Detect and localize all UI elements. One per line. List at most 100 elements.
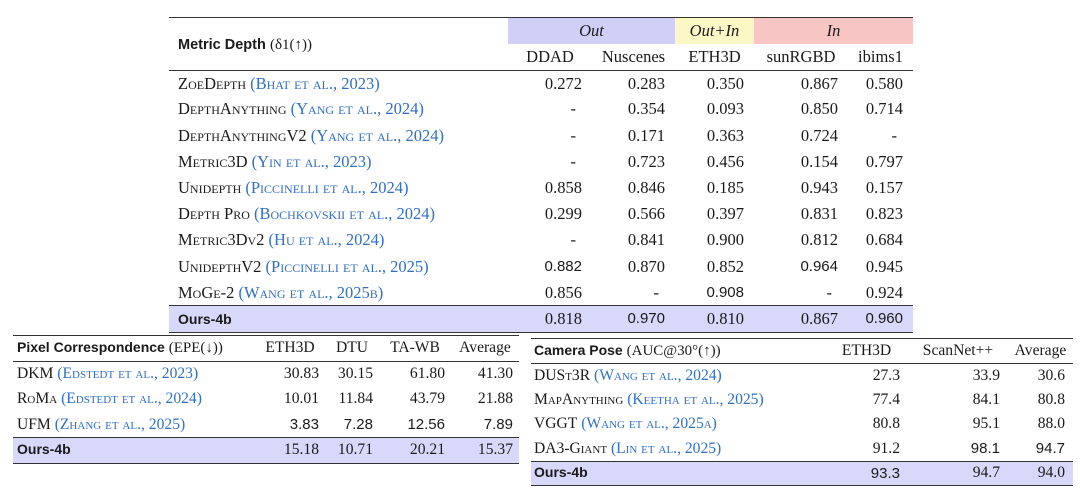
pixel-correspondence-table: Pixel Correspondence (EPE(↓)) ETH3D DTU … xyxy=(13,335,519,464)
camera-citation-link[interactable]: (Lin et al., 2025) xyxy=(610,439,722,457)
camera-method-name: DUSt3R xyxy=(534,366,591,384)
depth-value-cell: 0.852 xyxy=(706,256,744,276)
depth-method-cell: DepthAnything (Yang et al., 2024) xyxy=(169,96,508,122)
depth-value-cell: 0.797 xyxy=(865,151,903,171)
camera-value-cell: 98.1 xyxy=(970,440,1000,457)
depth-value-cell: 0.397 xyxy=(706,204,744,224)
depth-citation-link[interactable]: (Piccinelli et al., 2025) xyxy=(265,256,429,276)
depth-citation-link[interactable]: (Yang et al., 2024) xyxy=(290,99,424,119)
depth-value-cell: 0.272 xyxy=(544,73,582,93)
depth-method-cell: ZoeDepth (Bhat et al., 2023) xyxy=(169,70,508,96)
depth-value-cell: 0.299 xyxy=(544,204,582,224)
depth-value-cell: - xyxy=(570,151,577,171)
pixel-method-name: DKM xyxy=(17,365,54,382)
camera-value-cell: 94.7 xyxy=(1035,440,1065,457)
camera-value-cell: 30.6 xyxy=(1037,366,1065,384)
depth-citation-link[interactable]: (Hu et al., 2024) xyxy=(268,230,385,250)
pixel-col-dtu: DTU xyxy=(325,335,379,362)
camera-citation-link[interactable]: (Wang et al., 2024) xyxy=(594,366,722,384)
depth-value-cell: 0.171 xyxy=(627,125,665,145)
depth-value-cell: 0.093 xyxy=(706,99,744,119)
pixel-value-cell: 43.79 xyxy=(409,390,445,408)
depth-row: DepthAnything (Yang et al., 2024) - 0.354 0… xyxy=(169,96,913,122)
depth-row: Metric3Dv2 (Hu et al., 2024) - 0.841 0.900 0… xyxy=(169,227,913,253)
camera-value-cell: 91.2 xyxy=(872,439,900,457)
pixel-value-cell: 3.83 xyxy=(289,416,319,433)
depth-row: Metric3D (Yin et al., 2023) - 0.723 0.456 0.… xyxy=(169,149,913,175)
pixel-method-cell: Ours-4b xyxy=(13,437,255,464)
pixel-value-cell: 11.84 xyxy=(338,390,373,408)
depth-value-cell: 0.964 xyxy=(800,258,838,276)
camera-value-cell: 88.0 xyxy=(1037,415,1065,433)
pixel-method-name: UFM xyxy=(17,415,51,433)
depth-value-cell: 0.867 xyxy=(754,305,848,333)
pixel-citation-link[interactable]: (Edstedt et al., 2023) xyxy=(57,365,199,382)
depth-value-cell: 0.580 xyxy=(865,73,903,93)
camera-value-cell: 95.1 xyxy=(972,415,1000,433)
depth-method-cell: Ours-4b xyxy=(169,305,508,333)
camera-method-cell: MapAnything (Keetha et al., 2025) xyxy=(531,388,825,413)
depth-value-cell: 0.831 xyxy=(800,204,838,224)
camera-citation-link[interactable]: (Keetha et al., 2025) xyxy=(627,390,764,408)
pixel-value-cell: 15.18 xyxy=(255,437,325,464)
depth-row: UnidepthV2 (Piccinelli et al., 2025) 0.88… xyxy=(169,254,913,280)
depth-value-cell: 0.185 xyxy=(706,178,744,198)
depth-value-cell: 0.363 xyxy=(706,125,744,145)
depth-value-cell: - xyxy=(570,125,577,145)
metric-depth-metric: (δ1(↑)) xyxy=(269,36,313,53)
col-nuscenes: Nuscenes xyxy=(592,44,675,71)
depth-value-cell: 0.818 xyxy=(508,305,592,333)
depth-citation-link[interactable]: (Wang et al., 2025b) xyxy=(238,282,384,302)
depth-value-cell: 0.945 xyxy=(865,256,903,276)
pixel-method-cell: UFM (Zhang et al., 2025) xyxy=(13,412,255,438)
depth-citation-link[interactable]: (Piccinelli et al., 2024) xyxy=(245,178,409,198)
depth-value-cell: 0.812 xyxy=(800,230,838,250)
depth-method-name: Metric3Dv2 xyxy=(178,230,265,250)
camera-header-row: Camera Pose (AUC@30°(↑)) ETH3D ScanNet++… xyxy=(531,338,1073,364)
depth-value-cell: 0.154 xyxy=(800,151,838,171)
depth-row: MoGe-2 (Wang et al., 2025b) 0.856 - 0.908 - 0… xyxy=(169,280,913,306)
depth-value-cell: 0.970 xyxy=(592,305,675,333)
depth-row: Depth Pro (Bochkovskii et al., 2024) 0.29… xyxy=(169,201,913,227)
pixel-method-cell: DKM (Edstedt et al., 2023) xyxy=(13,361,255,387)
group-in: In xyxy=(754,17,913,44)
camera-method-cell: Ours-4b xyxy=(531,460,825,486)
col-sunrgbd: sunRGBD xyxy=(754,44,848,71)
camera-method-cell: DUSt3R (Wang et al., 2024) xyxy=(531,363,825,388)
depth-value-cell: 0.867 xyxy=(800,73,838,93)
pixel-metric: (EPE(↓)) xyxy=(168,340,223,357)
camera-method-cell: DA3-Giant (Lin et al., 2025) xyxy=(531,437,825,462)
depth-value-cell: 0.870 xyxy=(627,256,665,276)
pixel-value-cell: 61.80 xyxy=(409,365,445,382)
depth-method-name: DepthAnythingV2 xyxy=(178,125,307,145)
camera-row: DUSt3R (Wang et al., 2024) 27.3 33.9 30.6 xyxy=(531,363,1073,388)
pixel-value-cell: 20.21 xyxy=(379,437,451,464)
camera-row: VGGT (Wang et al., 2025a) 80.8 95.1 88.0 xyxy=(531,412,1073,437)
pixel-citation-link[interactable]: (Zhang et al., 2025) xyxy=(54,415,186,433)
depth-method-cell: Metric3Dv2 (Hu et al., 2024) xyxy=(169,227,508,253)
depth-citation-link[interactable]: (Yin et al., 2023) xyxy=(251,151,372,171)
depth-method-name: Metric3D xyxy=(178,151,248,171)
camera-value-cell: 77.4 xyxy=(872,390,900,408)
depth-method-cell: UnidepthV2 (Piccinelli et al., 2025) xyxy=(169,254,508,280)
depth-value-cell: - xyxy=(826,282,833,302)
camera-row: DA3-Giant (Lin et al., 2025) 91.2 98.1 94.7 xyxy=(531,437,1073,462)
depth-value-cell: 0.350 xyxy=(706,73,744,93)
depth-value-cell: - xyxy=(570,99,577,119)
depth-value-cell: 0.724 xyxy=(800,125,838,145)
camera-citation-link[interactable]: (Wang et al., 2025a) xyxy=(581,415,717,433)
camera-col-average: Average xyxy=(1008,338,1073,364)
depth-citation-link[interactable]: (Yang et al., 2024) xyxy=(310,125,444,145)
group-out-in: Out+In xyxy=(675,17,754,44)
camera-row: MapAnything (Keetha et al., 2025) 77.4 84.… xyxy=(531,388,1073,413)
depth-value-cell: 0.960 xyxy=(848,305,913,333)
depth-value-cell: 0.856 xyxy=(544,282,582,302)
pixel-citation-link[interactable]: (Edstedt et al., 2024) xyxy=(61,390,202,408)
depth-citation-link[interactable]: (Bochkovskii et al., 2024) xyxy=(254,204,435,224)
depth-citation-link[interactable]: (Bhat et al., 2023) xyxy=(250,73,380,93)
pixel-row: DKM (Edstedt et al., 2023) 30.83 30.15 61.8… xyxy=(13,361,519,387)
col-ddad: DDAD xyxy=(508,44,592,71)
pixel-title-cell: Pixel Correspondence (EPE(↓)) xyxy=(13,335,255,362)
camera-metric: (AUC@30°(↑)) xyxy=(626,342,721,359)
pixel-value-cell: 7.89 xyxy=(483,416,513,433)
